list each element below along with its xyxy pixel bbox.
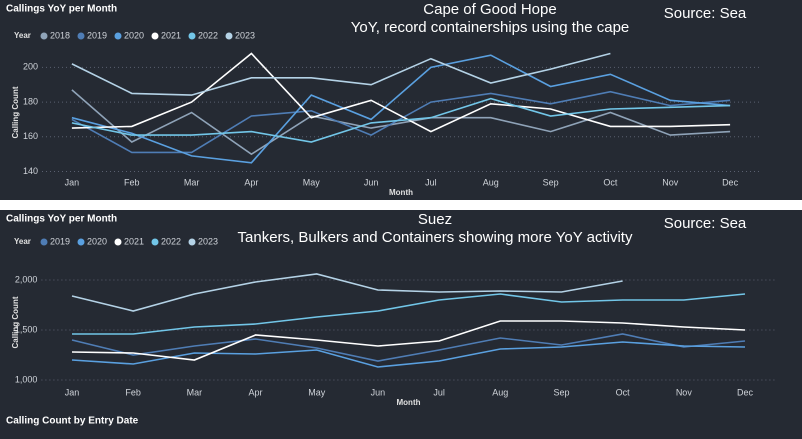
chart-subtitle: YoY, record containerships using the cap… [351,19,630,36]
header: Callings YoY per Month [6,4,117,15]
legend-label: 2019 [87,30,107,40]
legend-label: 2022 [161,236,181,246]
x-tick-label: Feb [124,177,140,187]
x-tick-label: May [303,177,321,187]
x-tick-label: Jul [433,387,445,397]
legend-swatch [114,32,122,40]
x-tick-label: Mar [184,177,200,187]
legend-swatch [225,32,233,40]
x-tick-label: Dec [737,387,754,397]
y-tick-label: 1,000 [15,374,38,384]
legend-swatch [77,32,85,40]
legend-swatch [151,32,159,40]
legend-swatch [151,238,159,246]
series-line [71,97,731,143]
y-tick-label: 200 [23,62,38,72]
chart-title: Suez [418,211,452,228]
y-tick-label: 2,000 [15,274,38,284]
x-tick-label: Sep [543,177,559,187]
x-tick-label: Dec [722,177,739,187]
legend-label: 2021 [124,236,144,246]
x-tick-label: Feb [125,387,141,397]
legend-swatch [114,238,122,246]
series-line [71,54,731,164]
x-tick-label: Nov [676,387,693,397]
x-tick-label: Jan [65,177,80,187]
legend-swatch [188,32,196,40]
series-line [71,320,746,361]
y-tick-label: 1,500 [15,324,38,334]
footer: Calling Count by Entry Date [6,416,139,427]
x-tick-label: Apr [249,387,263,397]
series-line [71,52,731,133]
chart-subtitle: Tankers, Bulkers and Containers showing … [238,229,633,246]
x-tick-label: Sep [553,387,569,397]
legend-swatch [40,32,48,40]
legend-label: 2021 [161,30,181,40]
y-axis-label: Calling Count [11,296,20,348]
y-tick-label: 140 [23,166,38,176]
y-axis-label: Calling Count [11,86,20,138]
x-tick-label: Jun [371,387,386,397]
y-tick-label: 160 [23,131,38,141]
legend-label: 2019 [50,236,70,246]
series-line [72,293,746,335]
legend-swatch [188,238,196,246]
header: Callings YoY per Month [6,214,117,225]
series-line [71,273,623,312]
series-line [71,89,731,156]
x-tick-label: Mar [187,387,203,397]
y-tick-label: 180 [23,96,38,106]
series-line [71,52,611,96]
series-line [71,341,746,368]
x-axis-label: Month [389,188,413,197]
legend-label: 2020 [124,30,144,40]
x-tick-label: Oct [616,387,631,397]
legend-label: 2023 [235,30,255,40]
x-tick-label: Oct [603,177,618,187]
legend-label: 2018 [50,30,70,40]
legend-label: 2022 [198,30,218,40]
x-tick-label: Aug [492,387,508,397]
x-tick-label: Jul [425,177,437,187]
legend-title: Year [14,31,31,40]
chart-title: Cape of Good Hope [423,1,556,18]
x-axis-label: Month [397,398,421,407]
legend-label: 2023 [198,236,218,246]
x-tick-label: Nov [662,177,679,187]
legend-swatch [77,238,85,246]
annotation: Source: Sea [664,5,747,22]
legend-swatch [40,238,48,246]
legend-title: Year [14,237,31,246]
legend-label: 2020 [87,236,107,246]
x-tick-label: May [308,387,326,397]
x-tick-label: Jan [65,387,80,397]
x-tick-label: Jun [364,177,379,187]
x-tick-label: Aug [483,177,499,187]
x-tick-label: Apr [244,177,258,187]
series-line [71,333,746,362]
annotation: Source: Sea [664,215,747,232]
panel [0,210,802,439]
